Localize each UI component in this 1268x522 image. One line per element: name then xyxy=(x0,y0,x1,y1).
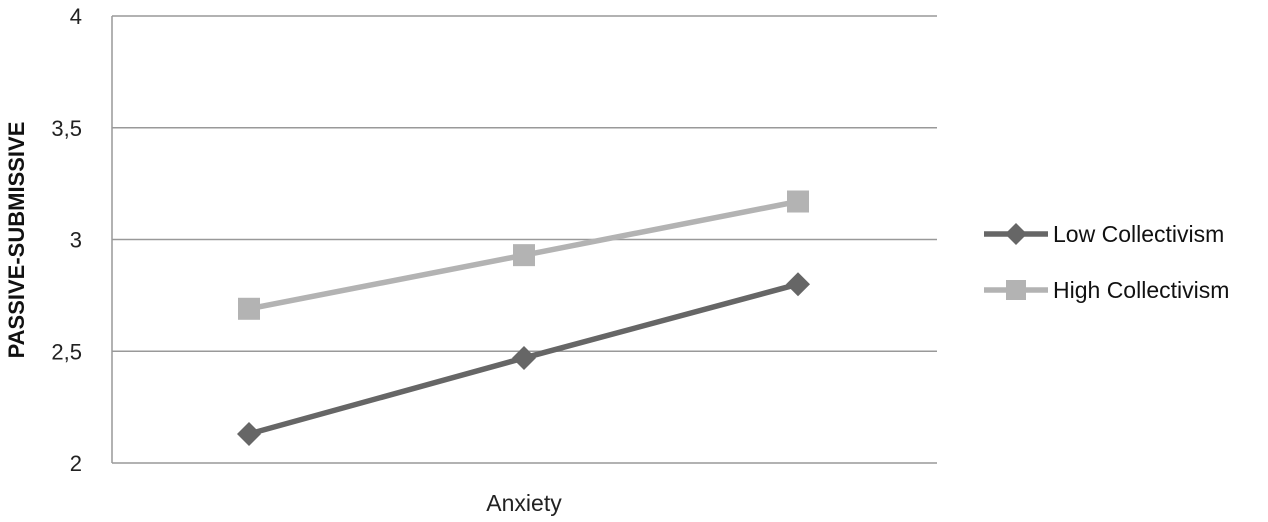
data-point xyxy=(238,297,260,320)
series-low-collectivism xyxy=(237,272,810,446)
legend-label: Low Collectivism xyxy=(1053,221,1224,247)
y-tick-label: 2,5 xyxy=(51,339,82,364)
data-point xyxy=(787,190,809,213)
y-axis-label: PASSIVE-SUBMISSIVE xyxy=(4,122,29,359)
legend-marker xyxy=(1005,223,1027,245)
series-group xyxy=(237,190,810,446)
x-axis-label: Anxiety xyxy=(486,490,562,516)
legend-item: Low Collectivism xyxy=(984,221,1224,247)
legend-label: High Collectivism xyxy=(1053,277,1229,303)
y-tick-label: 4 xyxy=(70,4,82,29)
y-tick-label: 3,5 xyxy=(51,116,82,141)
y-tick-label: 3 xyxy=(70,228,82,253)
grid-lines xyxy=(112,15,937,464)
data-point xyxy=(513,244,535,267)
data-point xyxy=(237,421,261,446)
series-high-collectivism xyxy=(238,190,809,320)
legend: Low Collectivism High Collectivism xyxy=(984,221,1229,303)
y-tick-label: 2 xyxy=(70,451,82,476)
legend-marker xyxy=(1006,280,1026,300)
data-point xyxy=(786,272,810,297)
legend-item: High Collectivism xyxy=(984,277,1229,303)
data-point xyxy=(512,345,536,370)
y-tick-labels: 2 2,5 3 3,5 4 xyxy=(51,4,82,476)
